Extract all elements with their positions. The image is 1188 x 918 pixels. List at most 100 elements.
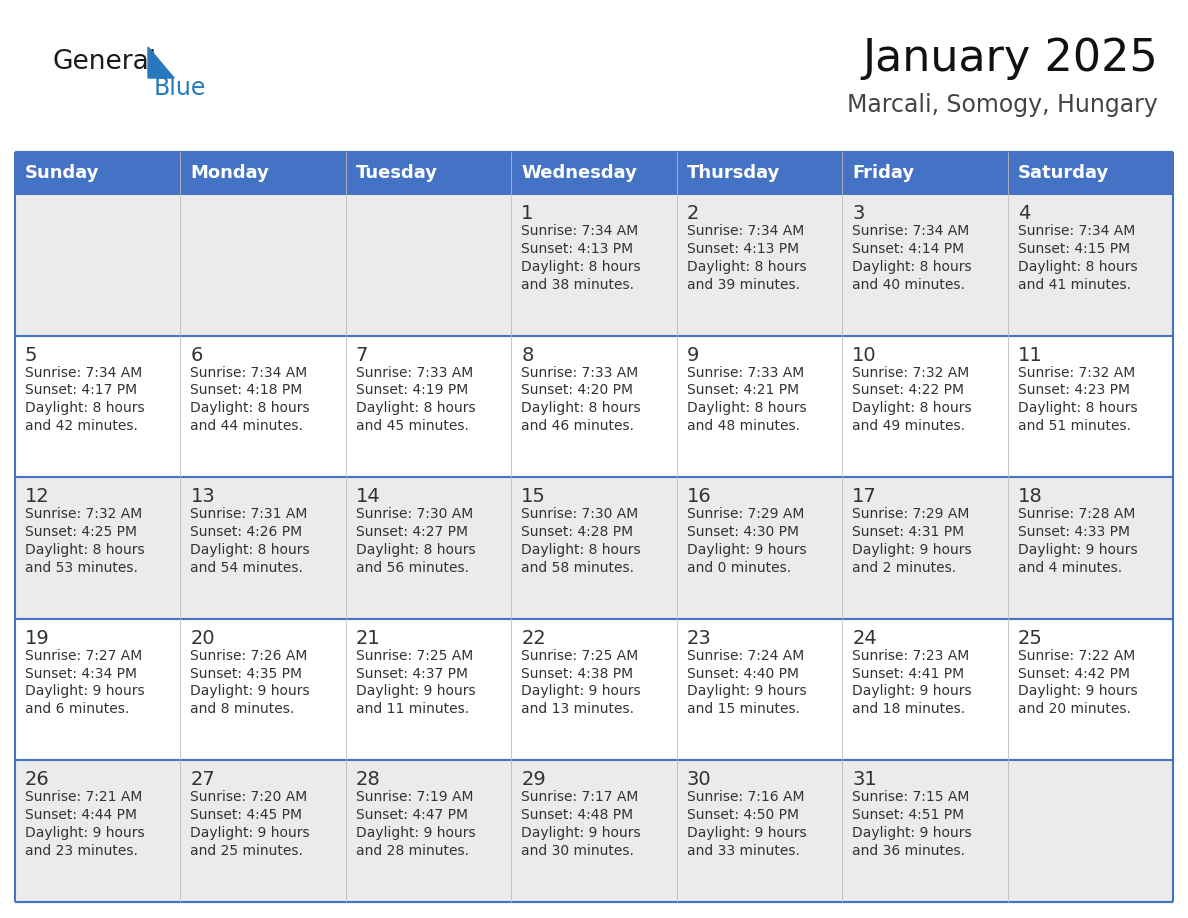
Text: Sunrise: 7:15 AM
Sunset: 4:51 PM
Daylight: 9 hours
and 36 minutes.: Sunrise: 7:15 AM Sunset: 4:51 PM Dayligh… [852, 790, 972, 858]
Bar [1007, 152, 1173, 194]
Bar [15, 619, 181, 760]
Bar [181, 477, 346, 619]
Bar [1007, 336, 1173, 477]
Text: 24: 24 [852, 629, 877, 648]
Text: Sunrise: 7:32 AM
Sunset: 4:25 PM
Daylight: 8 hours
and 53 minutes.: Sunrise: 7:32 AM Sunset: 4:25 PM Dayligh… [25, 508, 145, 575]
Text: 16: 16 [687, 487, 712, 506]
Bar [15, 760, 181, 902]
Text: 26: 26 [25, 770, 50, 789]
Text: Sunrise: 7:25 AM
Sunset: 4:37 PM
Daylight: 9 hours
and 11 minutes.: Sunrise: 7:25 AM Sunset: 4:37 PM Dayligh… [356, 649, 475, 716]
Text: Sunrise: 7:27 AM
Sunset: 4:34 PM
Daylight: 9 hours
and 6 minutes.: Sunrise: 7:27 AM Sunset: 4:34 PM Dayligh… [25, 649, 145, 716]
Bar [346, 619, 511, 760]
Text: 15: 15 [522, 487, 546, 506]
Text: Sunrise: 7:34 AM
Sunset: 4:18 PM
Daylight: 8 hours
and 44 minutes.: Sunrise: 7:34 AM Sunset: 4:18 PM Dayligh… [190, 365, 310, 433]
Text: 21: 21 [356, 629, 380, 648]
Text: Wednesday: Wednesday [522, 164, 637, 182]
Text: Sunrise: 7:16 AM
Sunset: 4:50 PM
Daylight: 9 hours
and 33 minutes.: Sunrise: 7:16 AM Sunset: 4:50 PM Dayligh… [687, 790, 807, 858]
Text: Saturday: Saturday [1018, 164, 1108, 182]
Bar [181, 194, 346, 336]
Text: Sunrise: 7:34 AM
Sunset: 4:17 PM
Daylight: 8 hours
and 42 minutes.: Sunrise: 7:34 AM Sunset: 4:17 PM Dayligh… [25, 365, 145, 433]
Bar [677, 619, 842, 760]
Text: Thursday: Thursday [687, 164, 781, 182]
Text: Sunrise: 7:28 AM
Sunset: 4:33 PM
Daylight: 9 hours
and 4 minutes.: Sunrise: 7:28 AM Sunset: 4:33 PM Dayligh… [1018, 508, 1137, 575]
Text: 5: 5 [25, 345, 38, 364]
Bar [511, 477, 677, 619]
Text: 13: 13 [190, 487, 215, 506]
Text: 8: 8 [522, 345, 533, 364]
Text: Sunrise: 7:22 AM
Sunset: 4:42 PM
Daylight: 9 hours
and 20 minutes.: Sunrise: 7:22 AM Sunset: 4:42 PM Dayligh… [1018, 649, 1137, 716]
Text: Sunrise: 7:20 AM
Sunset: 4:45 PM
Daylight: 9 hours
and 25 minutes.: Sunrise: 7:20 AM Sunset: 4:45 PM Dayligh… [190, 790, 310, 858]
Text: 6: 6 [190, 345, 203, 364]
Text: 17: 17 [852, 487, 877, 506]
Text: 31: 31 [852, 770, 877, 789]
Bar [511, 760, 677, 902]
Text: Sunday: Sunday [25, 164, 100, 182]
Text: 18: 18 [1018, 487, 1042, 506]
Bar [15, 477, 181, 619]
Polygon shape [148, 47, 173, 78]
Bar [181, 760, 346, 902]
Text: Sunrise: 7:21 AM
Sunset: 4:44 PM
Daylight: 9 hours
and 23 minutes.: Sunrise: 7:21 AM Sunset: 4:44 PM Dayligh… [25, 790, 145, 858]
Text: 11: 11 [1018, 345, 1042, 364]
Text: 29: 29 [522, 770, 546, 789]
Text: Sunrise: 7:23 AM
Sunset: 4:41 PM
Daylight: 9 hours
and 18 minutes.: Sunrise: 7:23 AM Sunset: 4:41 PM Dayligh… [852, 649, 972, 716]
Text: Sunrise: 7:32 AM
Sunset: 4:23 PM
Daylight: 8 hours
and 51 minutes.: Sunrise: 7:32 AM Sunset: 4:23 PM Dayligh… [1018, 365, 1137, 433]
Text: Blue: Blue [154, 76, 207, 100]
Bar [1007, 760, 1173, 902]
Text: Sunrise: 7:25 AM
Sunset: 4:38 PM
Daylight: 9 hours
and 13 minutes.: Sunrise: 7:25 AM Sunset: 4:38 PM Dayligh… [522, 649, 640, 716]
Text: Sunrise: 7:17 AM
Sunset: 4:48 PM
Daylight: 9 hours
and 30 minutes.: Sunrise: 7:17 AM Sunset: 4:48 PM Dayligh… [522, 790, 640, 858]
Bar [346, 760, 511, 902]
Text: 20: 20 [190, 629, 215, 648]
Text: Sunrise: 7:34 AM
Sunset: 4:13 PM
Daylight: 8 hours
and 39 minutes.: Sunrise: 7:34 AM Sunset: 4:13 PM Dayligh… [687, 224, 807, 292]
Text: 22: 22 [522, 629, 546, 648]
Text: Sunrise: 7:29 AM
Sunset: 4:31 PM
Daylight: 9 hours
and 2 minutes.: Sunrise: 7:29 AM Sunset: 4:31 PM Dayligh… [852, 508, 972, 575]
Text: Marcali, Somogy, Hungary: Marcali, Somogy, Hungary [847, 93, 1158, 117]
Text: Sunrise: 7:24 AM
Sunset: 4:40 PM
Daylight: 9 hours
and 15 minutes.: Sunrise: 7:24 AM Sunset: 4:40 PM Dayligh… [687, 649, 807, 716]
Text: 10: 10 [852, 345, 877, 364]
Text: 9: 9 [687, 345, 699, 364]
Text: 7: 7 [356, 345, 368, 364]
Bar [1007, 477, 1173, 619]
Text: Monday: Monday [190, 164, 270, 182]
Bar [511, 152, 677, 194]
Text: 14: 14 [356, 487, 380, 506]
Text: General: General [52, 49, 156, 75]
Bar [677, 336, 842, 477]
Text: Friday: Friday [852, 164, 915, 182]
Bar [677, 760, 842, 902]
Bar [181, 619, 346, 760]
Bar [511, 194, 677, 336]
Bar [346, 336, 511, 477]
Text: Sunrise: 7:33 AM
Sunset: 4:19 PM
Daylight: 8 hours
and 45 minutes.: Sunrise: 7:33 AM Sunset: 4:19 PM Dayligh… [356, 365, 475, 433]
Bar [1007, 619, 1173, 760]
Bar [346, 152, 511, 194]
Text: 12: 12 [25, 487, 50, 506]
Text: Sunrise: 7:33 AM
Sunset: 4:21 PM
Daylight: 8 hours
and 48 minutes.: Sunrise: 7:33 AM Sunset: 4:21 PM Dayligh… [687, 365, 807, 433]
Text: Tuesday: Tuesday [356, 164, 438, 182]
Bar [15, 152, 1173, 902]
Text: Sunrise: 7:31 AM
Sunset: 4:26 PM
Daylight: 8 hours
and 54 minutes.: Sunrise: 7:31 AM Sunset: 4:26 PM Dayligh… [190, 508, 310, 575]
Bar [15, 336, 181, 477]
Text: 25: 25 [1018, 629, 1042, 648]
Text: 30: 30 [687, 770, 712, 789]
Text: 28: 28 [356, 770, 380, 789]
Bar [677, 152, 842, 194]
Text: Sunrise: 7:30 AM
Sunset: 4:27 PM
Daylight: 8 hours
and 56 minutes.: Sunrise: 7:30 AM Sunset: 4:27 PM Dayligh… [356, 508, 475, 575]
Text: Sunrise: 7:19 AM
Sunset: 4:47 PM
Daylight: 9 hours
and 28 minutes.: Sunrise: 7:19 AM Sunset: 4:47 PM Dayligh… [356, 790, 475, 858]
Bar [842, 194, 1007, 336]
Text: 23: 23 [687, 629, 712, 648]
Text: Sunrise: 7:26 AM
Sunset: 4:35 PM
Daylight: 9 hours
and 8 minutes.: Sunrise: 7:26 AM Sunset: 4:35 PM Dayligh… [190, 649, 310, 716]
Text: January 2025: January 2025 [862, 37, 1158, 80]
Bar [842, 336, 1007, 477]
Bar [15, 194, 181, 336]
Bar [677, 477, 842, 619]
Bar [842, 152, 1007, 194]
Text: Sunrise: 7:30 AM
Sunset: 4:28 PM
Daylight: 8 hours
and 58 minutes.: Sunrise: 7:30 AM Sunset: 4:28 PM Dayligh… [522, 508, 640, 575]
Bar [181, 152, 346, 194]
Bar [511, 619, 677, 760]
Text: 1: 1 [522, 204, 533, 223]
Text: 19: 19 [25, 629, 50, 648]
Bar [842, 760, 1007, 902]
Text: 27: 27 [190, 770, 215, 789]
Bar [346, 194, 511, 336]
